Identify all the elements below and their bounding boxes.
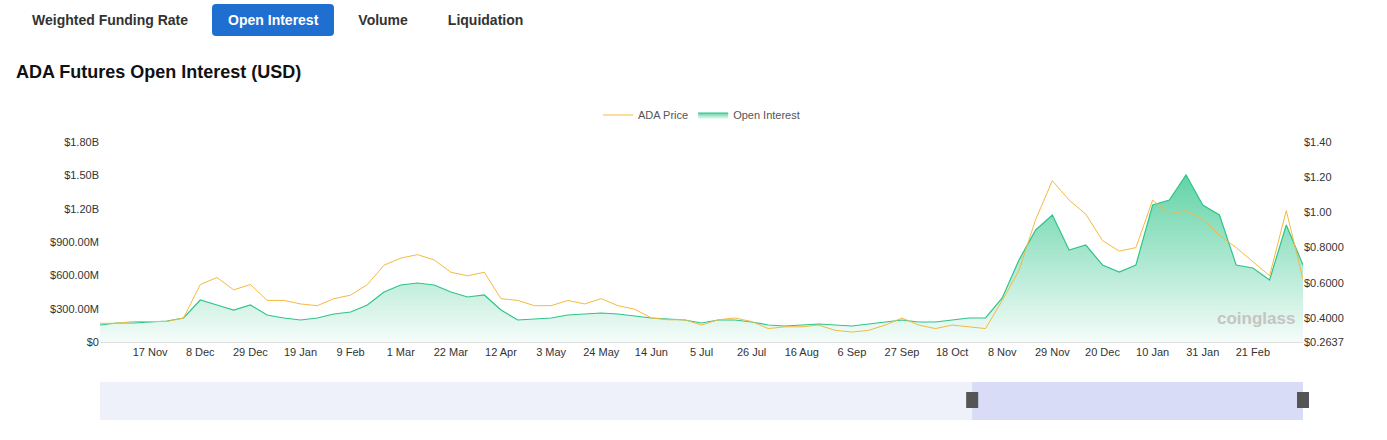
- svg-text:$0: $0: [87, 336, 99, 348]
- svg-text:31 Jan: 31 Jan: [1186, 346, 1219, 358]
- svg-text:$1.00: $1.00: [1304, 206, 1332, 218]
- svg-text:$1.80B: $1.80B: [64, 136, 99, 148]
- svg-text:26 Jul: 26 Jul: [737, 346, 766, 358]
- svg-text:$0.2637: $0.2637: [1304, 336, 1344, 348]
- svg-text:ADA Futures Open Interest (USD: ADA Futures Open Interest (USD): [16, 62, 301, 82]
- svg-text:6 Sep: 6 Sep: [838, 346, 867, 358]
- svg-text:$0.8000: $0.8000: [1304, 241, 1344, 253]
- svg-text:$1.50B: $1.50B: [64, 169, 99, 181]
- svg-text:1 Mar: 1 Mar: [387, 346, 415, 358]
- svg-text:5 Jul: 5 Jul: [690, 346, 713, 358]
- html-text:Volume: Volume: [358, 12, 408, 28]
- svg-text:$0.6000: $0.6000: [1304, 277, 1344, 289]
- svg-text:21 Feb: 21 Feb: [1236, 346, 1270, 358]
- svg-text:20 Dec: 20 Dec: [1085, 346, 1120, 358]
- svg-text:ADA Price: ADA Price: [638, 109, 688, 121]
- svg-text:9 Feb: 9 Feb: [337, 346, 365, 358]
- svg-text:17 Nov: 17 Nov: [133, 346, 168, 358]
- svg-text:$600.00M: $600.00M: [50, 269, 99, 281]
- html-text:Open Interest: Open Interest: [228, 12, 319, 28]
- svg-text:12 Apr: 12 Apr: [485, 346, 517, 358]
- svg-text:29 Nov: 29 Nov: [1035, 346, 1070, 358]
- svg-text:16 Aug: 16 Aug: [785, 346, 819, 358]
- svg-text:$900.00M: $900.00M: [50, 236, 99, 248]
- svg-text:24 May: 24 May: [583, 346, 620, 358]
- svg-text:22 Mar: 22 Mar: [434, 346, 469, 358]
- svg-text:$1.40: $1.40: [1304, 136, 1332, 148]
- svg-text:$0.4000: $0.4000: [1304, 312, 1344, 324]
- svg-text:19 Jan: 19 Jan: [284, 346, 317, 358]
- svg-text:3 May: 3 May: [536, 346, 566, 358]
- svg-text:14 Jun: 14 Jun: [635, 346, 668, 358]
- svg-text:8 Nov: 8 Nov: [988, 346, 1017, 358]
- html-text:Liquidation: Liquidation: [447, 12, 524, 28]
- svg-text:18 Oct: 18 Oct: [936, 346, 968, 358]
- svg-text:coinglass: coinglass: [1217, 309, 1295, 328]
- svg-text:Open Interest: Open Interest: [733, 109, 800, 121]
- svg-text:10 Jan: 10 Jan: [1136, 346, 1169, 358]
- svg-text:$300.00M: $300.00M: [50, 303, 99, 315]
- svg-text:27 Sep: 27 Sep: [885, 346, 920, 358]
- svg-text:8 Dec: 8 Dec: [186, 346, 215, 358]
- svg-text:$1.20: $1.20: [1304, 171, 1332, 183]
- svg-text:29 Dec: 29 Dec: [233, 346, 268, 358]
- html-text:Weighted Funding Rate: Weighted Funding Rate: [32, 12, 189, 28]
- svg-text:$1.20B: $1.20B: [64, 203, 99, 215]
